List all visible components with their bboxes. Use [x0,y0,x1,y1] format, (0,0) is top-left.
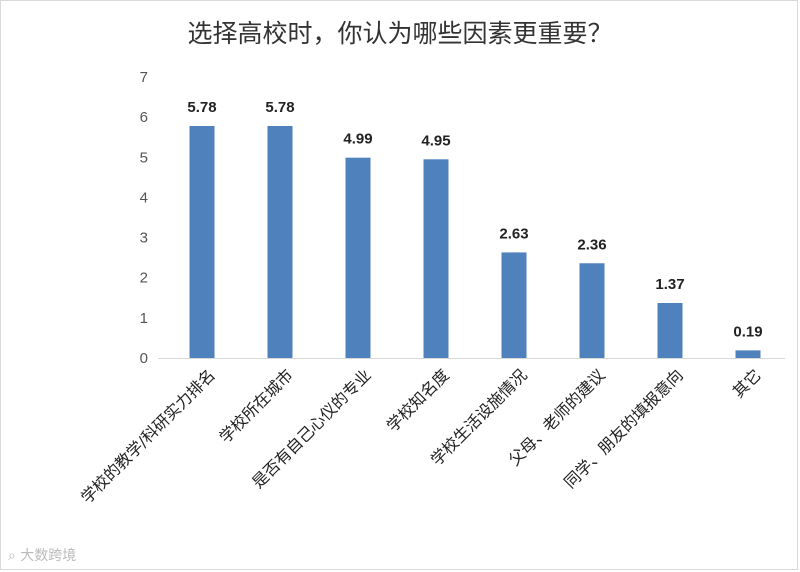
category-label: 学校的教学/科研实力排名 [77,365,219,507]
bar [579,263,605,358]
bar [657,303,683,358]
category-label: 其它 [729,365,765,401]
y-tick-label: 0 [140,350,148,367]
category-label: 学校所在城市 [216,365,297,446]
data-label: 2.63 [499,225,528,242]
y-tick-label: 5 [140,149,148,166]
y-tick-label: 1 [140,310,148,327]
y-axis: 0 1 2 3 4 5 6 7 [140,69,785,367]
category-label: 学校知名度 [383,365,453,435]
chart-title: 选择高校时，你认为哪些因素更重要？ [187,19,613,48]
bar [735,350,761,358]
bar [189,125,215,358]
y-tick-label: 4 [140,189,148,206]
bar [423,159,449,358]
data-label: 2.36 [577,236,606,253]
data-labels: 5.78 5.78 4.99 4.95 2.63 2.36 1.37 0.19 [187,99,762,340]
watermark: ⌕ 大数跨境 [8,548,77,564]
data-label: 1.37 [655,276,684,293]
data-label: 5.78 [187,99,216,116]
data-label: 4.99 [343,131,372,148]
bar [501,252,527,358]
data-label: 4.95 [421,132,450,149]
y-tick-label: 7 [140,69,148,86]
y-tick-label: 3 [140,230,148,247]
bar [267,125,293,358]
data-label: 0.19 [733,323,762,340]
data-label: 5.78 [265,99,294,116]
y-tick-label: 2 [140,270,148,287]
bar [345,157,371,358]
y-tick-label: 6 [140,109,148,126]
bars [189,125,761,358]
